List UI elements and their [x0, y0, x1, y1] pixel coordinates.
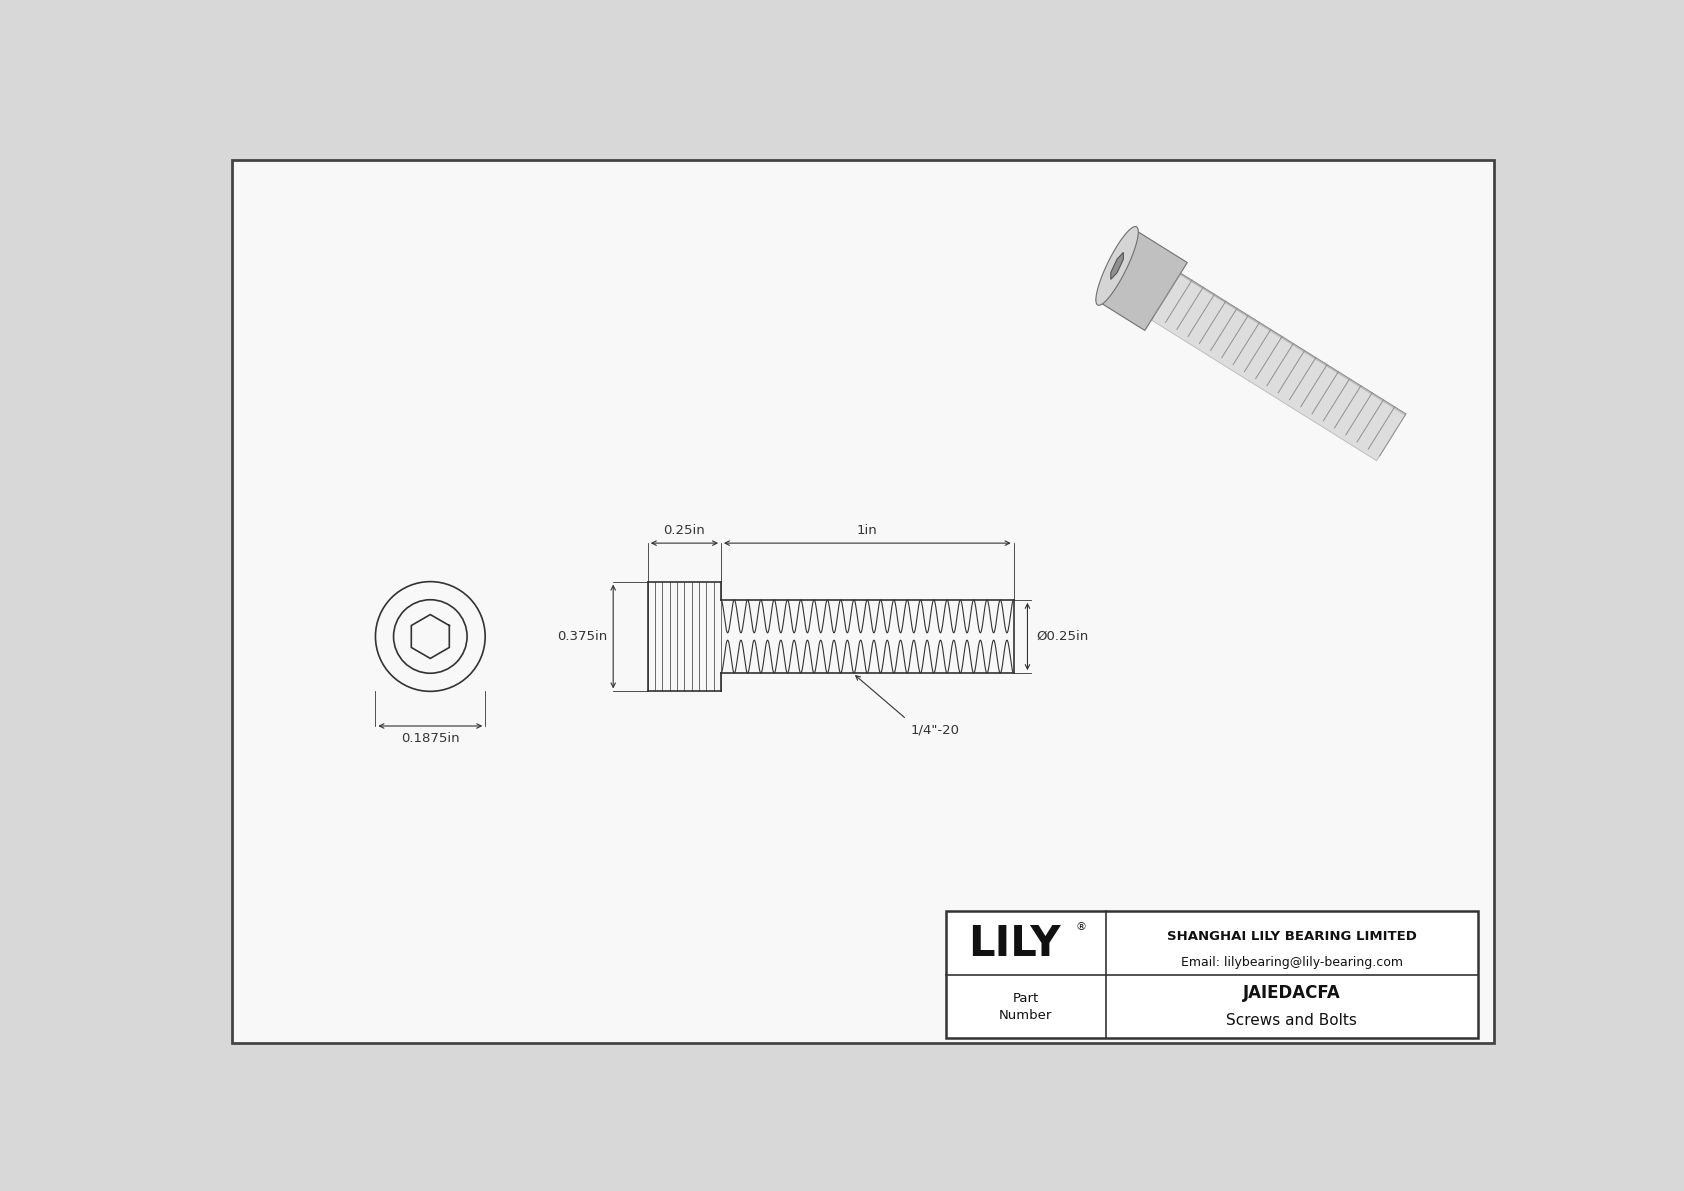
Text: 0.25in: 0.25in [663, 524, 706, 537]
Text: Email: lilybearing@lily-bearing.com: Email: lilybearing@lily-bearing.com [1180, 955, 1403, 968]
Polygon shape [1180, 274, 1406, 416]
Text: Ø0.25in: Ø0.25in [1037, 630, 1090, 643]
Text: 0.1875in: 0.1875in [401, 732, 460, 746]
Text: JAIEDACFA: JAIEDACFA [1243, 984, 1340, 1002]
Polygon shape [1180, 275, 1406, 416]
Polygon shape [1096, 232, 1187, 330]
Polygon shape [1180, 273, 1406, 414]
Text: SHANGHAI LILY BEARING LIMITED: SHANGHAI LILY BEARING LIMITED [1167, 930, 1416, 943]
Polygon shape [1180, 274, 1406, 416]
Bar [946, 911, 1477, 1039]
Polygon shape [1180, 274, 1406, 414]
Text: LILY: LILY [968, 923, 1061, 966]
Polygon shape [1096, 226, 1138, 305]
Polygon shape [1180, 274, 1406, 416]
Polygon shape [1152, 273, 1406, 461]
Text: 1in: 1in [857, 524, 877, 537]
Polygon shape [1180, 273, 1406, 414]
Text: 1/4"-20: 1/4"-20 [911, 723, 960, 736]
Polygon shape [1111, 252, 1123, 280]
Text: Screws and Bolts: Screws and Bolts [1226, 1014, 1357, 1028]
Text: 0.375in: 0.375in [557, 630, 606, 643]
Polygon shape [1180, 274, 1406, 414]
Text: ®: ® [1076, 923, 1086, 933]
Text: Part
Number: Part Number [999, 992, 1052, 1022]
